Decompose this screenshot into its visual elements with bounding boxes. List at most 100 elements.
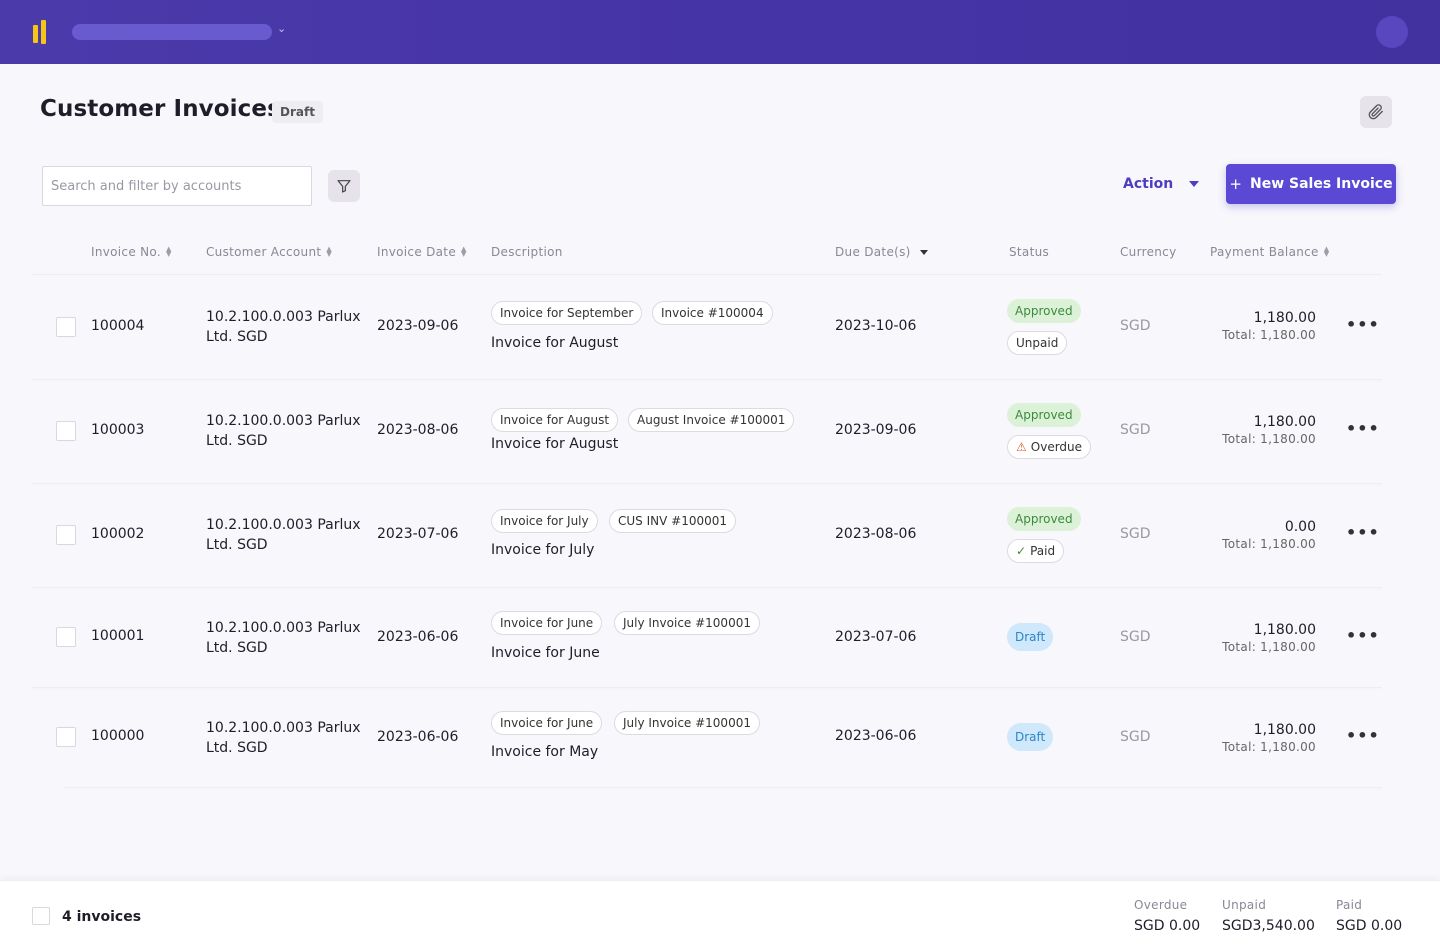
more-icon[interactable]: ••• <box>1346 315 1380 334</box>
summary-value: SGD 0.00 <box>1134 918 1201 934</box>
invoice-number[interactable]: 100003 <box>91 422 145 438</box>
status-badge-draft: Draft <box>1007 623 1054 651</box>
payment-balance: 1,180.00 Total: 1,180.00 <box>1222 310 1316 342</box>
column-label: Customer Account <box>206 245 322 259</box>
currency: SGD <box>1120 526 1151 542</box>
new-sales-invoice-button[interactable]: + New Sales Invoice <box>1226 164 1396 204</box>
paid-summary: Paid SGD 0.00 <box>1336 898 1402 934</box>
column-header-description: Description <box>491 245 563 259</box>
status-badge-approved: Approved <box>1007 299 1081 323</box>
invoice-number[interactable]: 100001 <box>91 628 145 644</box>
more-icon[interactable]: ••• <box>1346 726 1380 745</box>
row-checkbox[interactable] <box>56 525 76 545</box>
account-line: Ltd. SGD <box>206 640 268 656</box>
summary-footer: 4 invoices Overdue SGD 0.00 Unpaid SGD3,… <box>0 880 1440 950</box>
description-text: Invoice for June <box>491 645 600 661</box>
description-tag: Invoice for September <box>491 301 643 325</box>
due-date: 2023-10-06 <box>835 318 917 334</box>
status-label: Unpaid <box>1016 336 1059 350</box>
balance-amount: 1,180.00 <box>1253 622 1316 638</box>
reference-tag: July Invoice #100001 <box>614 711 760 735</box>
check-icon: ✓ <box>1016 544 1027 558</box>
summary-value: SGD 0.00 <box>1336 918 1403 934</box>
column-label: Invoice No. <box>91 245 161 259</box>
column-header-due-dates[interactable]: Due Date(s) <box>835 245 928 259</box>
payment-balance: 0.00 Total: 1,180.00 <box>1222 519 1316 551</box>
invoice-number[interactable]: 100002 <box>91 526 145 542</box>
payment-balance: 1,180.00 Total: 1,180.00 <box>1222 622 1316 654</box>
action-dropdown[interactable]: Action <box>1123 176 1200 192</box>
more-icon[interactable]: ••• <box>1346 523 1380 542</box>
account-line: Ltd. SGD <box>206 537 268 553</box>
invoice-number[interactable]: 100004 <box>91 318 145 334</box>
customer-account: 10.2.100.0.003 Parlux Ltd. SGD <box>206 718 366 758</box>
currency: SGD <box>1120 318 1151 334</box>
paperclip-icon <box>1368 104 1383 120</box>
unpaid-summary: Unpaid SGD3,540.00 <box>1222 898 1315 934</box>
currency: SGD <box>1120 422 1151 438</box>
caret-down-icon <box>1189 181 1200 187</box>
column-label: Status <box>1009 245 1050 259</box>
table-row[interactable]: 100004 10.2.100.0.003 Parlux Ltd. SGD 20… <box>32 275 1382 380</box>
invoice-count: 4 invoices <box>62 909 142 925</box>
invoice-number[interactable]: 100000 <box>91 728 145 744</box>
sort-icon: ▲ ▼ <box>326 245 333 258</box>
table-row[interactable]: 100003 10.2.100.0.003 Parlux Ltd. SGD 20… <box>32 380 1382 484</box>
row-divider <box>32 587 1382 588</box>
sort-desc-icon <box>919 249 928 255</box>
status-badge-approved: Approved <box>1007 403 1081 427</box>
search-input[interactable] <box>42 166 312 206</box>
customer-account: 10.2.100.0.003 Parlux Ltd. SGD <box>206 307 366 347</box>
row-checkbox[interactable] <box>56 421 76 441</box>
overdue-summary: Overdue SGD 0.00 <box>1134 898 1200 934</box>
sort-icon: ▲ ▼ <box>1323 245 1330 258</box>
status-badge-approved: Approved <box>1007 507 1081 531</box>
column-header-payment-balance[interactable]: Payment Balance ▲ ▼ <box>1210 245 1329 259</box>
description-text: Invoice for August <box>491 335 619 351</box>
account-line: 10.2.100.0.003 Parlux <box>206 517 361 533</box>
sort-icon: ▲ ▼ <box>165 245 172 258</box>
account-line: 10.2.100.0.003 Parlux <box>206 620 361 636</box>
plus-icon: + <box>1229 175 1242 193</box>
column-header-currency: Currency <box>1120 245 1176 259</box>
attach-button[interactable] <box>1360 96 1392 128</box>
balance-amount: 1,180.00 <box>1253 414 1316 430</box>
table-row[interactable]: 100000 10.2.100.0.003 Parlux Ltd. SGD 20… <box>32 688 1382 788</box>
workspace-selector[interactable] <box>72 24 272 40</box>
chevron-down-icon[interactable]: ⌄ <box>277 22 287 35</box>
row-checkbox[interactable] <box>56 317 76 337</box>
row-divider <box>32 379 1382 380</box>
avatar[interactable] <box>1376 16 1408 48</box>
row-checkbox[interactable] <box>56 627 76 647</box>
due-date: 2023-06-06 <box>835 728 917 744</box>
reference-tag: July Invoice #100001 <box>614 611 760 635</box>
action-label: Action <box>1123 176 1174 192</box>
logo-icon[interactable] <box>33 20 47 44</box>
row-checkbox[interactable] <box>56 727 76 747</box>
column-header-invoice-date[interactable]: Invoice Date ▲ ▼ <box>377 245 467 259</box>
summary-label: Unpaid <box>1222 898 1267 912</box>
filter-icon <box>337 180 351 193</box>
column-header-invoice-no[interactable]: Invoice No. ▲ ▼ <box>91 245 172 259</box>
invoice-date: 2023-09-06 <box>377 318 459 334</box>
description-tag: Invoice for June <box>491 711 603 735</box>
invoice-date: 2023-06-06 <box>377 629 459 645</box>
summary-value: SGD3,540.00 <box>1222 918 1315 934</box>
currency: SGD <box>1120 629 1151 645</box>
status-badge: Draft <box>272 101 323 123</box>
more-icon[interactable]: ••• <box>1346 419 1380 438</box>
table-row[interactable]: 100002 10.2.100.0.003 Parlux Ltd. SGD 20… <box>32 484 1382 588</box>
account-line: Ltd. SGD <box>206 740 268 756</box>
more-icon[interactable]: ••• <box>1346 626 1380 645</box>
select-all-checkbox[interactable] <box>32 907 50 925</box>
column-header-customer-account[interactable]: Customer Account ▲ ▼ <box>206 245 332 259</box>
summary-label: Paid <box>1336 898 1363 912</box>
balance-amount: 1,180.00 <box>1253 722 1316 738</box>
table-row[interactable]: 100001 10.2.100.0.003 Parlux Ltd. SGD 20… <box>32 588 1382 688</box>
filter-button[interactable] <box>328 170 360 202</box>
description-tag: Invoice for July <box>491 509 598 533</box>
currency: SGD <box>1120 729 1151 745</box>
description-tag: Invoice for August <box>491 408 619 432</box>
column-label: Payment Balance <box>1210 245 1319 259</box>
payment-balance: 1,180.00 Total: 1,180.00 <box>1222 414 1316 446</box>
